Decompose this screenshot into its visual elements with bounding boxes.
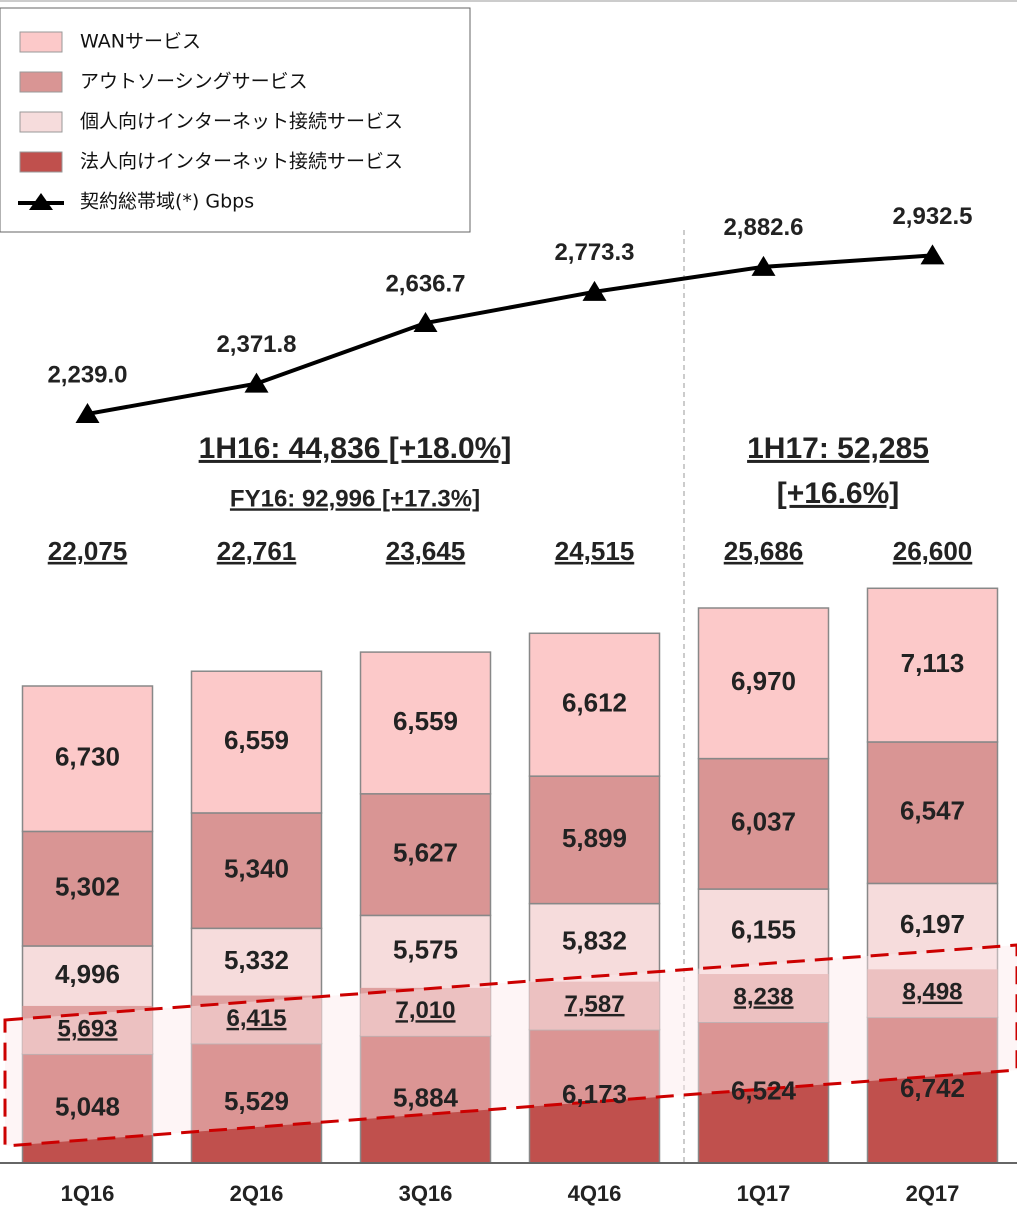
segment-label: 5,575 bbox=[393, 935, 458, 965]
line-label: 2,239.0 bbox=[47, 361, 127, 388]
legend-label: アウトソーシングサービス bbox=[80, 71, 308, 93]
bar-segment bbox=[697, 757, 830, 890]
legend-label: 個人向けインターネット接続サービス bbox=[80, 111, 403, 133]
total-label: 22,761 bbox=[217, 536, 297, 566]
segment-label: 6,547 bbox=[900, 796, 965, 826]
bar-segment bbox=[359, 1035, 492, 1164]
annotation: 1H17: 52,285 bbox=[747, 432, 929, 465]
highlight-label: 7,587 bbox=[564, 991, 624, 1018]
line-marker bbox=[413, 312, 438, 333]
line-marker bbox=[244, 372, 269, 393]
total-label: 26,600 bbox=[893, 536, 973, 566]
segment-label: 5,832 bbox=[562, 925, 627, 955]
segment-label: 6,612 bbox=[562, 688, 627, 718]
bar-segment bbox=[190, 670, 323, 814]
x-tick-label: 4Q16 bbox=[568, 1181, 622, 1206]
segment-label: 5,048 bbox=[55, 1091, 120, 1121]
bar-segment bbox=[21, 1053, 154, 1164]
legend-label: 法人向けインターネット接続サービス bbox=[80, 151, 403, 173]
annotation: 1H16: 44,836 [+18.0%] bbox=[199, 432, 512, 465]
highlight-segment bbox=[360, 987, 491, 1036]
segment-label: 6,730 bbox=[55, 742, 120, 772]
annotation: [+16.6%] bbox=[777, 477, 900, 510]
x-tick-label: 3Q16 bbox=[399, 1181, 453, 1206]
legend-marker bbox=[29, 193, 53, 210]
legend-label: WANサービス bbox=[80, 31, 201, 53]
highlight-segment bbox=[529, 981, 660, 1030]
line bbox=[87, 253, 933, 416]
legend-swatch bbox=[19, 31, 63, 53]
highlight-label: 8,238 bbox=[733, 983, 793, 1010]
line-marker bbox=[751, 255, 776, 276]
segment-label: 5,884 bbox=[393, 1082, 459, 1112]
segment-label: 6,173 bbox=[562, 1079, 627, 1109]
bar-segment bbox=[866, 741, 999, 885]
line-label: 2,882.6 bbox=[723, 214, 803, 241]
bar-segment bbox=[359, 651, 492, 795]
highlight-label: 6,415 bbox=[226, 1005, 286, 1032]
annotation: FY16: 92,996 [+17.3%] bbox=[230, 485, 480, 512]
segment-label: 6,037 bbox=[731, 807, 796, 837]
bar-segment bbox=[528, 632, 661, 777]
line-label: 2,371.8 bbox=[216, 331, 296, 358]
line-marker bbox=[920, 244, 945, 265]
highlight-segment bbox=[867, 969, 998, 1018]
highlight-label: 5,693 bbox=[57, 1015, 117, 1042]
highlight-segment bbox=[698, 974, 829, 1023]
line-label: 2,773.3 bbox=[554, 239, 634, 266]
bar-segment bbox=[190, 812, 323, 930]
legend-swatch bbox=[19, 111, 63, 133]
segment-label: 6,559 bbox=[224, 725, 289, 755]
segment-label: 5,529 bbox=[224, 1086, 289, 1116]
highlight-label: 8,498 bbox=[902, 979, 962, 1006]
bar-segment bbox=[528, 775, 661, 905]
segment-label: 4,996 bbox=[55, 959, 120, 989]
bar-segment bbox=[359, 793, 492, 917]
line-label: 2,636.7 bbox=[385, 270, 465, 297]
bar-segment bbox=[21, 830, 154, 947]
highlight-label: 7,010 bbox=[395, 997, 455, 1024]
segment-label: 5,340 bbox=[224, 854, 289, 884]
line-marker bbox=[582, 280, 607, 301]
segment-label: 7,113 bbox=[901, 648, 965, 678]
legend-label: 契約総帯域(*) Gbps bbox=[80, 191, 254, 213]
segment-label: 5,627 bbox=[393, 837, 458, 867]
total-label: 23,645 bbox=[386, 536, 466, 566]
segment-label: 6,197 bbox=[900, 909, 965, 939]
line-label: 2,932.5 bbox=[892, 203, 972, 230]
total-label: 24,515 bbox=[555, 536, 635, 566]
segment-label: 5,302 bbox=[55, 872, 120, 902]
segment-label: 6,559 bbox=[393, 706, 458, 736]
x-tick-label: 1Q17 bbox=[737, 1181, 791, 1206]
legend bbox=[0, 7, 471, 233]
bar-segment bbox=[528, 1028, 661, 1164]
bar-segment bbox=[697, 607, 830, 760]
total-label: 25,686 bbox=[724, 536, 804, 566]
line-marker bbox=[75, 402, 100, 423]
segment-label: 6,742 bbox=[900, 1073, 965, 1103]
segment-label: 6,970 bbox=[731, 666, 796, 696]
bar-segment bbox=[866, 587, 999, 743]
legend-swatch bbox=[19, 151, 63, 173]
segment-label: 6,524 bbox=[731, 1075, 797, 1105]
segment-label: 5,899 bbox=[562, 823, 627, 853]
highlight-frame bbox=[3, 943, 1017, 1148]
total-label: 22,075 bbox=[48, 536, 128, 566]
highlight-segment bbox=[22, 1005, 153, 1054]
x-tick-label: 2Q16 bbox=[230, 1181, 284, 1206]
segment-label: 5,332 bbox=[224, 945, 289, 975]
x-tick-label: 1Q16 bbox=[61, 1181, 115, 1206]
legend-swatch bbox=[19, 71, 63, 93]
bar-segment bbox=[21, 685, 154, 833]
segment-label: 6,155 bbox=[731, 914, 796, 944]
x-tick-label: 2Q17 bbox=[906, 1181, 960, 1206]
bar-segment bbox=[866, 1016, 999, 1164]
